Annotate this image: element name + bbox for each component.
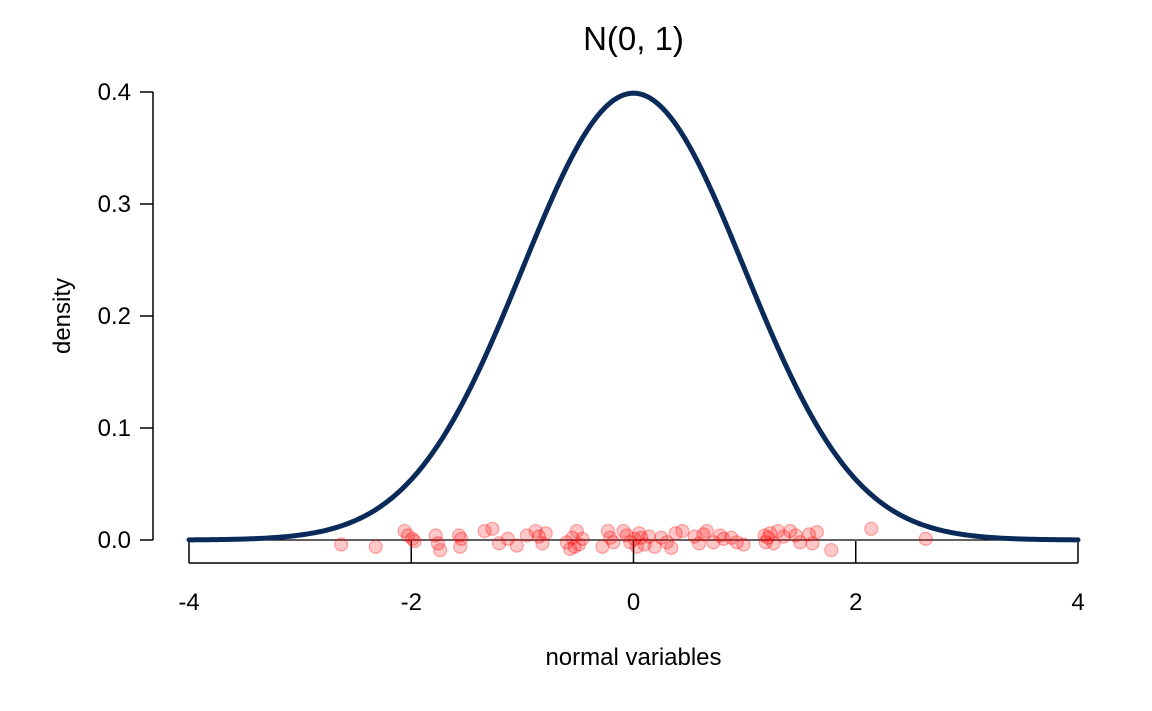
- sample-point: [729, 535, 744, 550]
- x-tick-label: -4: [178, 589, 199, 616]
- y-tick-label: 0.2: [98, 303, 131, 330]
- sample-point: [595, 539, 610, 554]
- sample-point: [647, 539, 662, 554]
- sample-point: [491, 536, 507, 551]
- sample-point: [563, 541, 578, 557]
- density-curve: [186, 90, 1081, 543]
- sample-point: [485, 521, 500, 536]
- sample-point: [631, 526, 647, 541]
- sample-points: [334, 521, 933, 558]
- sample-point: [736, 537, 751, 552]
- sample-point: [509, 538, 524, 553]
- sample-point: [696, 527, 711, 542]
- x-tick-label: 4: [1071, 589, 1084, 616]
- sample-point: [368, 539, 383, 554]
- sample-point: [451, 528, 467, 543]
- sample-point: [699, 523, 714, 539]
- sample-point: [571, 537, 587, 552]
- sample-point: [535, 536, 550, 551]
- sample-point: [809, 525, 824, 540]
- sample-point: [629, 539, 644, 554]
- sample-point: [603, 530, 618, 545]
- sample-point: [623, 535, 638, 550]
- sample-point: [397, 523, 412, 539]
- sample-point: [757, 528, 772, 543]
- sample-point: [600, 523, 616, 539]
- sample-point: [664, 540, 679, 555]
- sample-point: [565, 530, 580, 545]
- sample-point: [428, 528, 443, 543]
- y-tick-label: 0.3: [98, 191, 131, 218]
- sample-point: [691, 536, 707, 551]
- sample-point: [637, 537, 652, 552]
- sample-point: [776, 529, 791, 544]
- sample-point: [627, 531, 642, 546]
- x-tick-label: 0: [627, 589, 640, 616]
- sample-point: [668, 526, 683, 541]
- sample-point: [713, 528, 728, 543]
- sample-point: [918, 531, 933, 546]
- sample-point: [766, 536, 781, 551]
- y-tick-label: 0.1: [98, 415, 131, 442]
- sample-point: [641, 529, 657, 544]
- sample-point: [569, 523, 584, 539]
- sample-point: [453, 539, 468, 554]
- sample-point: [567, 539, 582, 554]
- sample-point: [430, 536, 446, 551]
- sample-point: [824, 542, 839, 558]
- sample-point: [724, 530, 739, 545]
- sample-point: [864, 521, 879, 536]
- sample-point: [654, 530, 669, 545]
- sample-point: [616, 523, 631, 539]
- y-axis: 0.0 0.1 0.2 0.3 0.4: [98, 79, 154, 554]
- sample-point: [801, 527, 817, 542]
- sample-point: [634, 530, 649, 545]
- sample-point: [763, 526, 778, 541]
- sample-point: [788, 528, 803, 543]
- sample-point: [758, 535, 773, 550]
- sample-point: [559, 535, 574, 550]
- sample-point: [659, 535, 674, 550]
- sample-point: [477, 523, 492, 539]
- sample-point: [805, 536, 820, 551]
- chart-title: N(0, 1): [583, 20, 684, 57]
- y-tick-label: 0.0: [98, 527, 131, 554]
- sample-point: [770, 523, 786, 539]
- x-axis-title: normal variables: [545, 644, 721, 671]
- x-tick-label: -2: [401, 589, 422, 616]
- sample-point: [334, 537, 349, 552]
- sample-point: [400, 528, 416, 543]
- sample-point: [433, 542, 448, 558]
- sample-point: [528, 523, 543, 539]
- sample-point: [531, 529, 547, 544]
- sample-point: [687, 529, 702, 544]
- x-axis: -4 -2 0 2 4: [178, 541, 1085, 616]
- sample-point: [519, 528, 534, 543]
- y-tick-label: 0.4: [98, 79, 131, 106]
- sample-point: [454, 531, 469, 546]
- sample-point: [575, 531, 590, 546]
- sample-point: [500, 531, 516, 546]
- y-axis-title: density: [49, 278, 76, 354]
- sample-point: [405, 531, 420, 546]
- sample-point: [706, 535, 721, 550]
- sample-point: [619, 528, 634, 543]
- sample-point: [606, 535, 621, 550]
- sample-point: [783, 523, 798, 539]
- sample-point: [716, 531, 731, 546]
- sample-point: [538, 526, 553, 541]
- sample-point: [675, 523, 690, 539]
- sample-point: [407, 534, 422, 549]
- x-tick-label: 2: [849, 589, 862, 616]
- sample-point: [760, 530, 776, 545]
- sample-point: [793, 535, 808, 550]
